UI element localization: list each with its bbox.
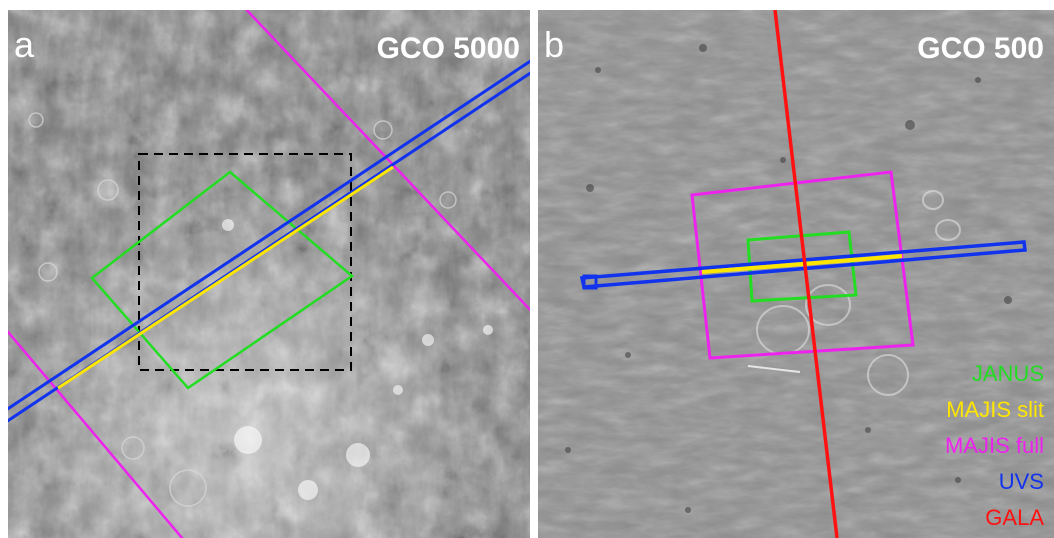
instrument-footprints-a [8,10,530,538]
majis-slit-a [57,165,394,390]
gala-track [773,10,839,538]
majis-full-footprint-b [690,170,915,360]
instrument-footprints-b [579,10,1027,538]
panel-a-surface-image: a GCO 5000 [8,10,530,538]
legend-janus: JANUS [971,361,1044,386]
orbit-label: GCO 500 [917,32,1044,65]
terrain-image-b [538,10,1054,538]
zoom-region-dashed-box [138,153,352,371]
uvs-slit-end-marker [582,274,598,290]
panel-b-surface-image: b GCO 500 JANUS MAJIS slit MAJIS full UV… [538,10,1054,538]
panel-letter: b [544,24,565,65]
legend-gala: GALA [985,505,1044,530]
janus-footprint-b [746,230,858,303]
majis-full-swath-edge-upper [245,10,530,312]
legend-uvs: UVS [998,469,1044,494]
uvs-slit-edge-1 [8,59,530,411]
legend-majis-full: MAJIS full [944,433,1044,458]
instrument-legend: JANUS MAJIS slit MAJIS full UVS GALA [945,356,1044,536]
terrain-image-a [8,10,530,538]
janus-footprint-a [90,170,355,390]
majis-full-swath-edge-lower [8,329,184,538]
orbit-label: GCO 5000 [376,32,520,65]
legend-majis-slit: MAJIS slit [946,397,1044,422]
majis-slit-b [701,254,903,274]
panel-letter: a [14,24,35,65]
